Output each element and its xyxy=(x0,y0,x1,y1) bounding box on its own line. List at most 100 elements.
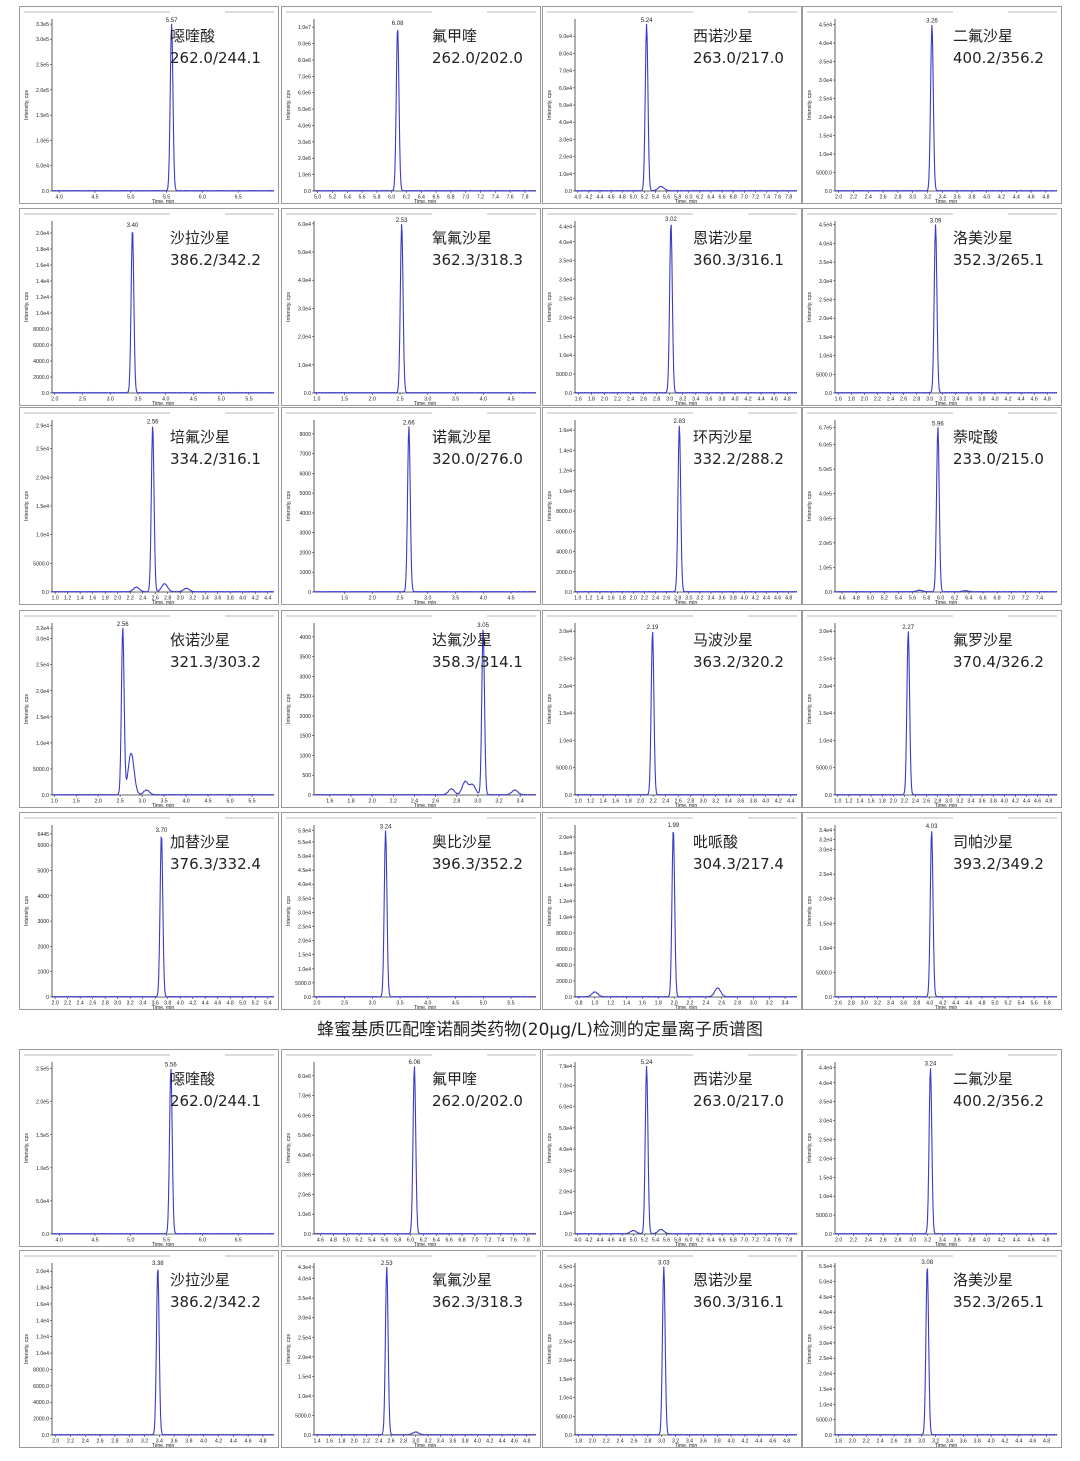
x-tick-label: 3.0 xyxy=(909,195,916,201)
y-tick-label: 2000 xyxy=(299,550,311,556)
chromatogram-panel: 0.0 1.0e4 2.0e4 3.0e4 4.0e4 5.0e4 6.0e4 1.0 1.5 2… xyxy=(281,208,541,406)
peak-rt-label: 2.53 xyxy=(396,218,408,224)
chromatogram-panel: 0.0 5000.0 1.0e4 1.5e4 2.0e4 2.5e4 3.0e4 1.0 1.2… xyxy=(542,610,802,808)
compound-label: 萘啶酸 233.0/215.0 xyxy=(953,426,1044,470)
compound-name: 洛美沙星 xyxy=(953,1271,1014,1289)
y-tick-label: 2.0e4 xyxy=(819,316,832,322)
x-tick-label: 4.0 xyxy=(574,195,581,201)
chromatogram-trace xyxy=(834,24,1058,192)
peak-rt-label: 3.05 xyxy=(477,623,489,629)
y-tick-label: 6.7e5 xyxy=(819,425,832,431)
y-tick-label: 2000 xyxy=(37,944,49,950)
compound-label: 洛美沙星 352.3/265.1 xyxy=(953,1269,1044,1313)
x-tick-label: 5.2 xyxy=(329,195,336,201)
y-tick-label: 3000 xyxy=(299,674,311,680)
chromatogram-panel: 0.0 2000.0 4000.0 6000.0 8000.0 1.0e4 1.2e4 1.4… xyxy=(19,1250,279,1448)
y-tick-label: 2.0e4 xyxy=(819,684,832,690)
chromatogram-trace xyxy=(574,425,798,593)
mrm-transition: 362.3/318.3 xyxy=(432,1293,523,1311)
peak-rt-label: 3.40 xyxy=(127,223,139,229)
chromatogram-panel: 0.0 1.0e5 2.0e5 3.0e5 4.0e5 5.0e5 6.0e5 6.7e5 4.… xyxy=(802,407,1062,605)
y-tick-label: 9.0e6 xyxy=(298,42,311,48)
x-tick-label: 7.4 xyxy=(492,195,499,201)
y-tick-label: 1.0e4 xyxy=(36,1351,49,1357)
y-tick-label: 4.0e6 xyxy=(298,123,311,129)
x-axis-title: Time, min xyxy=(152,600,175,604)
y-tick-label: 2.5e4 xyxy=(298,925,311,931)
x-tick-label: 3.4 xyxy=(967,799,974,805)
x-tick-label: 4.2 xyxy=(215,1439,222,1445)
y-axis-title: Intensity, cps xyxy=(547,292,553,322)
x-tick-label: 3.2 xyxy=(712,799,719,805)
x-tick-label: 7.0 xyxy=(471,1238,478,1244)
chromatogram-trace xyxy=(574,831,798,998)
y-tick-label: 1.0e4 xyxy=(298,363,311,369)
x-axis-title: Time, min xyxy=(152,401,175,405)
x-tick-label: 6.8 xyxy=(730,195,737,201)
peak-rt-label: 6.08 xyxy=(392,21,404,27)
peak-rt-label: 2.27 xyxy=(902,625,914,631)
chromatogram-svg: 0.0 5000.0 1.0e4 1.5e4 2.0e4 2.5e4 3.0e4 3.5e4 4… xyxy=(807,1054,1058,1246)
y-tick-label: 3.0e6 xyxy=(298,1173,311,1179)
y-axis-title: Intensity, cps xyxy=(807,896,813,926)
x-tick-label: 5.8 xyxy=(394,1238,401,1244)
x-tick-label: 1.0 xyxy=(591,1001,598,1007)
x-tick-label: 6.0 xyxy=(937,596,944,602)
y-tick-label: 5.0e4 xyxy=(36,164,49,170)
x-axis-title: Time, min xyxy=(152,199,175,203)
y-tick-label: 1.0e4 xyxy=(559,353,572,359)
mrm-transition: 332.2/288.2 xyxy=(693,450,784,468)
y-tick-label: 0.0 xyxy=(565,793,572,799)
x-tick-label: 4.0 xyxy=(162,397,169,403)
x-tick-label: 2.2 xyxy=(850,1238,857,1244)
chromatogram-svg: 0.0 5.0e4 1.0e5 1.5e5 2.0e5 2.5e5 4.0 4.5 5.0 5.5… xyxy=(24,1054,275,1246)
y-tick-label: 4.5e4 xyxy=(559,1265,572,1271)
peak-rt-label: 6.06 xyxy=(409,1060,421,1066)
y-tick-label: 0.0 xyxy=(825,793,832,799)
y-tick-label: 6000.0 xyxy=(556,529,572,535)
x-tick-label: 3.0 xyxy=(750,1001,757,1007)
y-tick-label: 6000.0 xyxy=(33,1384,49,1390)
peak-rt-label: 3.03 xyxy=(658,1261,670,1267)
x-tick-label: 3.6 xyxy=(449,1439,456,1445)
y-tick-label: 1.5e4 xyxy=(819,134,832,140)
chromatogram-trace xyxy=(313,224,537,394)
compound-label: 达氟沙星 358.3/314.1 xyxy=(432,629,523,673)
y-tick-label: 1.5e4 xyxy=(819,711,832,717)
y-tick-label: 2.5e4 xyxy=(819,656,832,662)
y-tick-label: 3.2e4 xyxy=(819,838,832,844)
x-tick-label: 4.2 xyxy=(1001,1439,1008,1445)
y-tick-label: 3.5e4 xyxy=(298,1296,311,1302)
x-tick-label: 3.0 xyxy=(700,799,707,805)
y-tick-label: 2.0e5 xyxy=(36,88,49,94)
compound-name: 吡哌酸 xyxy=(693,833,739,851)
y-tick-label: 1.0e4 xyxy=(36,311,49,317)
chromatogram-panel: 0 1000 2000 3000 4000 5000 6000 6445 2.0 2.2 2.4 2.… xyxy=(19,812,279,1010)
y-tick-label: 4.0e4 xyxy=(559,1147,572,1153)
chromatogram-trace xyxy=(51,232,275,394)
y-tick-label: 5000.0 xyxy=(556,372,572,378)
x-tick-label: 4.4 xyxy=(755,1439,762,1445)
x-axis-title: Time, min xyxy=(152,1005,175,1009)
x-tick-label: 3.4 xyxy=(781,1001,788,1007)
y-tick-label: 2.0e4 xyxy=(559,1358,572,1364)
x-tick-label: 5.4 xyxy=(368,1238,375,1244)
x-tick-label: 5.2 xyxy=(641,1238,648,1244)
y-tick-label: 1.5e5 xyxy=(36,113,49,119)
compound-name: 西诺沙星 xyxy=(693,1070,754,1088)
x-tick-label: 5.6 xyxy=(358,195,365,201)
x-tick-label: 4.6 xyxy=(838,596,845,602)
y-tick-label: 4.5e4 xyxy=(819,223,832,229)
y-axis-title: Intensity, cps xyxy=(807,491,813,521)
x-tick-label: 2.4 xyxy=(375,1439,382,1445)
y-tick-label: 6.0e4 xyxy=(559,1105,572,1111)
x-tick-label: 2.0 xyxy=(95,799,102,805)
y-tick-label: 3.4e4 xyxy=(819,828,832,834)
x-tick-label: 4.2 xyxy=(585,195,592,201)
x-tick-label: 3.5 xyxy=(134,397,141,403)
x-tick-label: 5.0 xyxy=(127,1238,134,1244)
x-tick-label: 3.4 xyxy=(692,397,699,403)
y-tick-label: 2.0e4 xyxy=(559,155,572,161)
y-tick-label: 2.9e4 xyxy=(36,424,49,430)
y-tick-label: 3.2e4 xyxy=(36,626,49,632)
